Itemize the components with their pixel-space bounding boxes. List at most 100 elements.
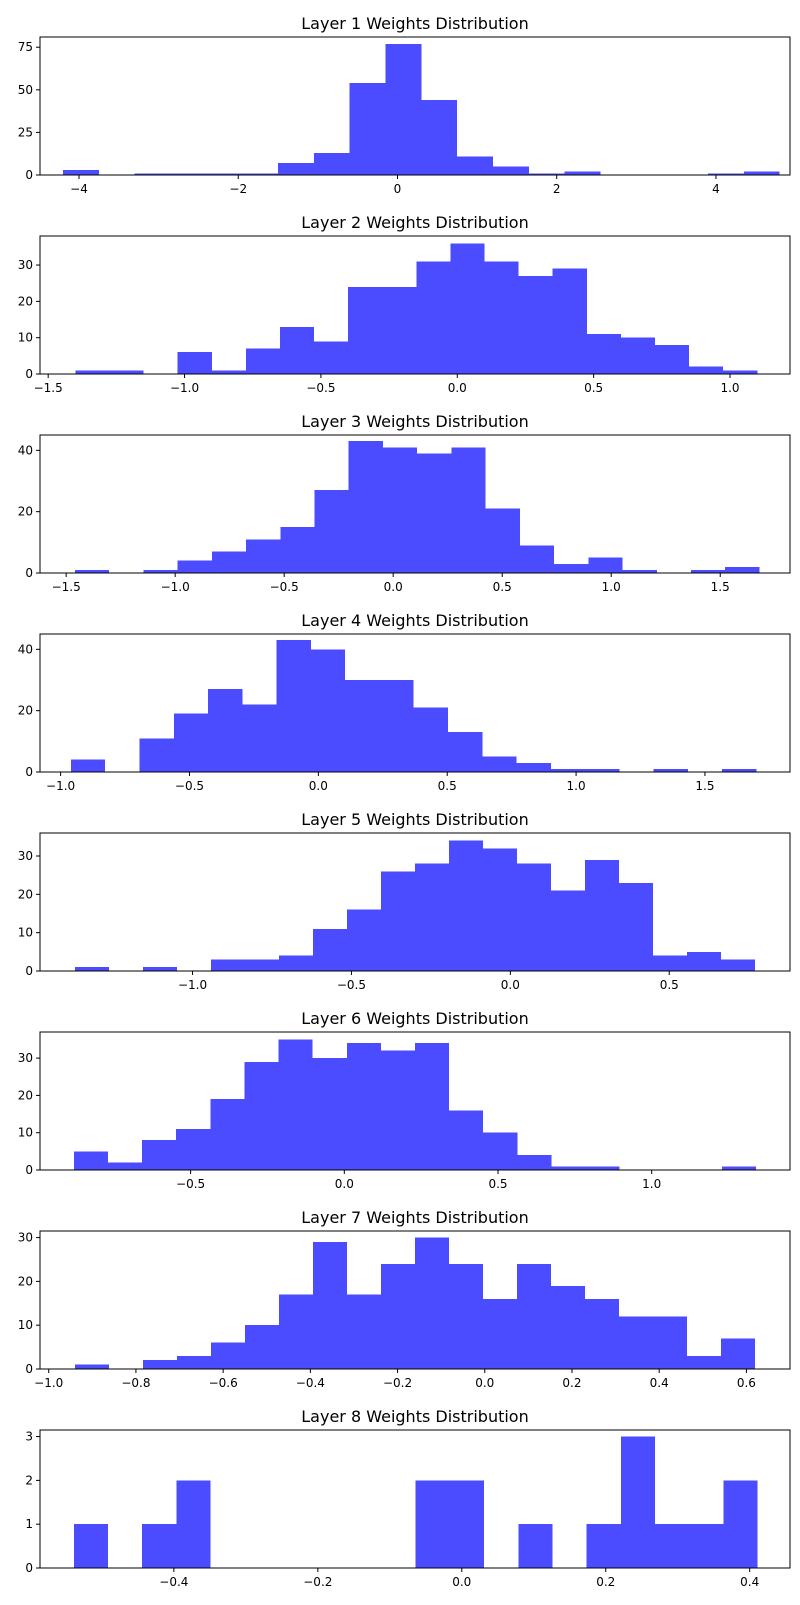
x-tick-label: −0.5 xyxy=(175,779,204,793)
histogram-bar xyxy=(382,286,417,374)
histogram-bar xyxy=(348,441,383,573)
histogram-bar xyxy=(177,560,212,573)
histogram-bar xyxy=(346,1043,381,1170)
axes-frame xyxy=(39,36,791,176)
x-tick-label: −4 xyxy=(70,182,88,196)
histogram-bar xyxy=(653,768,688,772)
chart-title: Layer 3 Weights Distribution xyxy=(301,412,528,431)
histogram-bar xyxy=(723,370,758,374)
histogram-bar xyxy=(449,1263,484,1369)
histogram-bar xyxy=(244,1325,279,1369)
y-tick-label: 20 xyxy=(18,294,33,308)
x-tick-label: −0.5 xyxy=(270,580,299,594)
histogram-bar xyxy=(585,1298,620,1369)
histogram-bar xyxy=(415,1237,450,1369)
chart-panel-layer-7: Layer 7 Weights Distribution −1.0 −0.8 −0.6… xyxy=(18,1208,791,1390)
y-tick-label: 0 xyxy=(25,964,33,978)
histogram-bar xyxy=(483,1132,518,1170)
histogram-bar xyxy=(585,1166,620,1170)
x-tick-label: 4 xyxy=(712,182,720,196)
x-tick-label: 0.0 xyxy=(448,381,467,395)
histogram-bar xyxy=(70,759,106,772)
histogram-bar xyxy=(75,370,110,374)
chart-title: Layer 6 Weights Distribution xyxy=(301,1009,528,1028)
histogram-bar xyxy=(379,680,414,772)
y-tick-label: 10 xyxy=(18,926,33,940)
histogram-bar xyxy=(691,569,726,573)
histogram-bar xyxy=(564,171,601,175)
y-tick-label: 3 xyxy=(25,1430,33,1444)
histogram-bar xyxy=(449,1110,484,1170)
x-tick-label: 1.0 xyxy=(642,1177,661,1191)
chart-panel-layer-6: Layer 6 Weights Distribution −0.5 0.0 0.5 1.… xyxy=(18,1009,791,1191)
histogram-bar xyxy=(109,370,144,374)
y-tick-label: 10 xyxy=(18,1318,33,1332)
y-tick-label: 30 xyxy=(18,1051,33,1065)
histogram-bar xyxy=(210,1099,245,1170)
x-tick-label: −1.0 xyxy=(46,779,75,793)
histogram-bar xyxy=(518,275,553,374)
chart-title: Layer 1 Weights Distribution xyxy=(301,14,528,33)
histogram-bar xyxy=(516,762,551,772)
x-tick-label: −1.5 xyxy=(52,580,81,594)
x-tick-label: −1.0 xyxy=(161,580,190,594)
histogram-bar xyxy=(176,1128,211,1170)
histogram-bar xyxy=(176,1355,211,1369)
x-tick-label: −0.2 xyxy=(383,1376,412,1390)
y-tick-label: 10 xyxy=(18,331,33,345)
histogram-bar xyxy=(585,768,620,772)
histogram-bar xyxy=(246,539,281,573)
x-tick-label: 1.0 xyxy=(720,381,739,395)
histogram-bar xyxy=(586,1524,621,1568)
histogram-bar xyxy=(451,447,486,573)
chart-panel-layer-5: Layer 5 Weights Distribution −1.0 −0.5 0.0 0… xyxy=(18,810,791,992)
chart-title: Layer 2 Weights Distribution xyxy=(301,213,528,232)
histogram-bar xyxy=(723,1480,758,1568)
x-tick-label: 0.5 xyxy=(488,1177,507,1191)
histogram-bar xyxy=(107,1162,143,1170)
histogram-bar xyxy=(620,1436,656,1568)
y-tick-label: 1 xyxy=(25,1517,33,1531)
histogram-bar xyxy=(278,955,313,971)
histogram-bar xyxy=(482,756,517,772)
histogram-bar xyxy=(173,713,209,772)
x-tick-label: 0.5 xyxy=(493,580,512,594)
y-tick-label: 0 xyxy=(25,1561,33,1575)
histogram-bar xyxy=(447,732,483,772)
x-tick-label: −0.5 xyxy=(306,381,335,395)
histogram-bar xyxy=(743,171,780,175)
axes-frame xyxy=(39,434,791,574)
histogram-bar xyxy=(528,173,565,175)
y-tick-label: 10 xyxy=(18,1126,33,1140)
histogram-bar xyxy=(484,261,519,374)
histogram-bar xyxy=(276,640,311,772)
axes-frame xyxy=(39,832,791,972)
histogram-bar xyxy=(586,334,621,374)
histogram-bar xyxy=(517,1263,552,1369)
histogram-bar xyxy=(551,890,586,971)
y-tick-label: 30 xyxy=(18,1231,33,1245)
histogram-bar xyxy=(725,566,760,573)
y-tick-label: 20 xyxy=(18,1274,33,1288)
histogram-bar xyxy=(449,840,484,971)
histogram-bar xyxy=(314,341,349,374)
x-tick-label: 0.0 xyxy=(384,580,403,594)
histogram-bar xyxy=(74,569,110,573)
chart-panel-layer-8: Layer 8 Weights Distribution −0.4 −0.2 0.0 0… xyxy=(25,1407,791,1589)
x-tick-label: −0.2 xyxy=(303,1575,332,1589)
histogram-bar xyxy=(313,152,350,175)
histogram-bar xyxy=(415,863,450,971)
x-tick-label: 0.4 xyxy=(650,1376,669,1390)
histogram-bar xyxy=(585,859,620,971)
histogram-bar xyxy=(449,1480,485,1568)
chart-panel-layer-3: Layer 3 Weights Distribution −1.5 −1.0 −0.5… xyxy=(18,412,791,594)
histogram-bar xyxy=(655,344,690,374)
histogram-bar xyxy=(74,1364,109,1369)
x-tick-label: 0 xyxy=(394,182,402,196)
histogram-bar xyxy=(245,348,280,374)
x-tick-label: 0.5 xyxy=(584,381,603,395)
histogram-bar xyxy=(139,738,174,772)
x-tick-label: −1.0 xyxy=(170,381,199,395)
